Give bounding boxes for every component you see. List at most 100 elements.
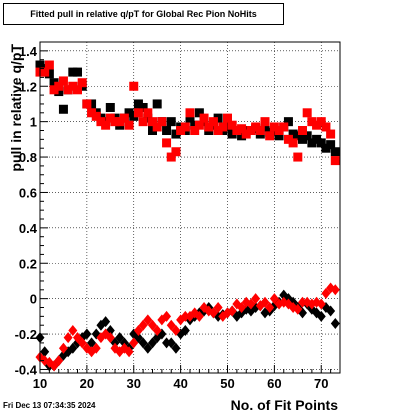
data-point <box>199 113 209 123</box>
data-point <box>54 81 64 91</box>
data-point <box>218 122 228 132</box>
y-tick-label: 1.4 <box>19 44 38 59</box>
data-point <box>73 67 82 77</box>
data-point <box>162 310 172 322</box>
data-point <box>124 108 134 118</box>
y-tick-label: 1.2 <box>19 79 37 94</box>
data-point <box>316 138 326 148</box>
data-point <box>115 117 125 127</box>
data-point <box>115 332 125 344</box>
data-point <box>133 108 143 118</box>
axis-tick-labels: 10 20 30 40 50 60 70 -0.4 -0.2 0 0.2 0.4 0.6 0.8 1 1.2 1… <box>15 44 329 391</box>
data-point <box>326 129 336 139</box>
data-point <box>176 126 186 136</box>
data-point <box>237 124 247 134</box>
data-point <box>223 113 232 123</box>
data-point <box>133 332 143 344</box>
data-point <box>58 342 68 354</box>
data-point <box>321 122 331 132</box>
x-tick-label: 70 <box>314 376 328 391</box>
data-point <box>316 117 326 127</box>
data-point <box>138 117 148 127</box>
data-point <box>162 126 172 136</box>
data-point <box>143 314 153 326</box>
data-point <box>298 126 307 136</box>
data-point <box>101 120 111 130</box>
data-point <box>321 143 331 153</box>
data-point <box>40 67 50 77</box>
data-point <box>77 337 87 349</box>
x-tick-label: 30 <box>127 376 141 391</box>
data-point <box>49 78 59 88</box>
chart-title-text: Fitted pull in relative q/pT for Global … <box>30 9 257 19</box>
data-point <box>316 310 326 322</box>
data-point <box>251 293 261 305</box>
data-point <box>227 129 237 139</box>
data-point <box>148 117 157 127</box>
data-point <box>190 126 200 136</box>
y-tick-label: 0.6 <box>19 185 37 200</box>
data-point <box>68 325 78 337</box>
data-point <box>148 126 157 136</box>
data-point <box>77 78 87 88</box>
data-point <box>171 147 181 157</box>
data-point <box>105 113 115 123</box>
data-point <box>105 332 115 344</box>
data-point <box>330 284 340 296</box>
x-tick-label: 20 <box>80 376 94 391</box>
x-tick-label: 60 <box>267 376 281 391</box>
y-tick-label: 1 <box>30 115 37 130</box>
data-point <box>138 102 148 112</box>
data-points <box>35 60 340 372</box>
data-point <box>143 342 153 354</box>
y-tick-label: 0.2 <box>19 256 37 271</box>
y-tick-label: -0.2 <box>15 327 37 342</box>
data-point <box>101 316 111 328</box>
data-point <box>40 346 50 358</box>
data-point <box>148 337 157 349</box>
data-point <box>330 317 340 329</box>
data-point <box>260 117 270 127</box>
data-point <box>54 87 64 97</box>
data-point <box>204 122 214 132</box>
data-point <box>190 120 200 130</box>
data-point <box>213 113 223 123</box>
data-point <box>148 319 157 331</box>
data-point <box>213 302 223 314</box>
data-point <box>68 342 78 354</box>
data-point <box>312 134 322 144</box>
data-point <box>330 156 340 166</box>
data-point <box>166 117 176 127</box>
data-point <box>227 120 237 130</box>
y-tick-label: 0.8 <box>19 150 37 165</box>
data-point <box>68 67 78 77</box>
data-point <box>298 134 307 144</box>
data-point <box>124 120 134 130</box>
data-point <box>269 293 279 305</box>
y-tick-label: 0.4 <box>19 221 38 236</box>
data-point <box>44 69 54 79</box>
data-point <box>87 337 97 349</box>
data-point <box>326 140 336 150</box>
data-point <box>194 310 204 322</box>
grid-lines <box>39 42 340 373</box>
data-point <box>260 122 270 132</box>
data-point <box>208 117 218 127</box>
data-point <box>166 337 176 349</box>
y-axis-label: pull in relative q/pT <box>8 44 24 172</box>
y-tick-label: 0 <box>30 292 37 307</box>
data-point <box>255 126 265 136</box>
data-point <box>246 298 256 310</box>
data-point <box>87 108 97 118</box>
data-point <box>91 342 101 354</box>
data-point <box>293 152 303 162</box>
data-point <box>171 342 181 354</box>
data-point <box>237 302 247 314</box>
data-point <box>288 138 298 148</box>
data-point <box>73 85 82 95</box>
data-point <box>246 126 256 136</box>
data-point <box>143 108 153 118</box>
data-point <box>302 131 312 141</box>
data-point <box>180 325 190 337</box>
